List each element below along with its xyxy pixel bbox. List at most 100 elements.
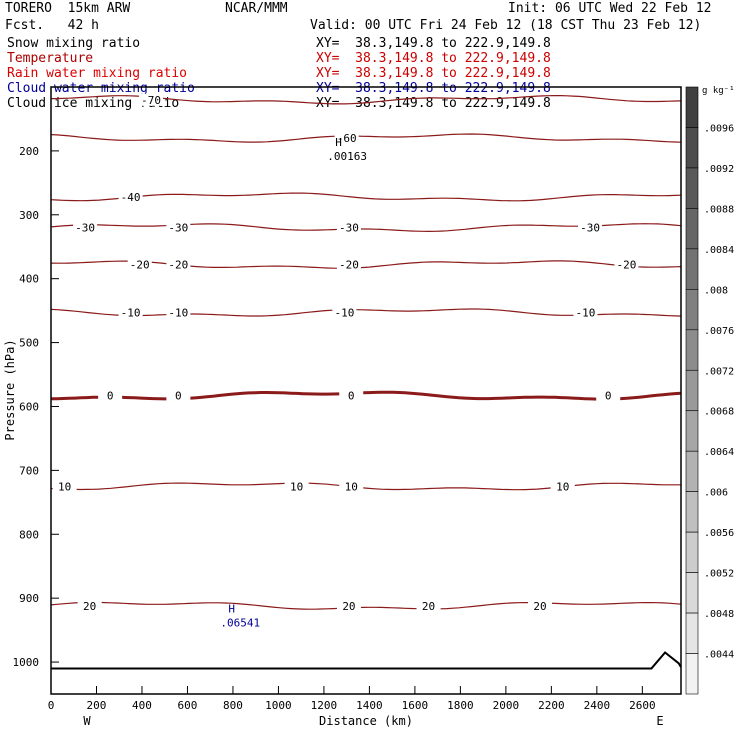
contour-line--60 [50,133,682,143]
x-tick-label-1400: 1400 [356,699,383,712]
contour-line-20 [50,601,682,610]
y-tick-label-700: 700 [19,464,39,477]
colorbar-label-6: .0072 [704,366,734,377]
x-tick-label-800: 800 [223,699,243,712]
colorbar-segment-6 [685,329,699,371]
x-tick-label-2600: 2600 [629,699,656,712]
colorbar-segment-0 [685,86,699,128]
contour-label-20-0: 20 [83,600,96,613]
forecast-hour: Fcst. 42 h [5,18,99,33]
contour-label-bg [118,306,143,319]
x-tick-label-0: 0 [48,699,55,712]
y-tick-label-800: 800 [19,528,39,541]
x-tick-label-1800: 1800 [447,699,474,712]
colorbar-segment-1 [685,127,699,169]
colorbar-label-7: .0068 [704,407,734,418]
field-xy-rain: XY= 38.3,149.8 to 222.9,149.8 [316,66,551,81]
y-axis-label: Pressure (hPa) [3,339,17,440]
contour-label-bg [98,389,123,402]
colorbar-label-2: .0088 [704,204,734,215]
contour-label-bg [77,599,102,612]
x-end-label-east: E [656,714,663,728]
y-tick-label-900: 900 [19,592,39,605]
extremum-value-1: .06541 [220,617,260,630]
contour-line-10 [50,482,681,491]
contour-label--30-3: -30 [580,222,600,235]
contour-label-0-3: 0 [605,390,612,403]
contour-label-bg [336,221,361,234]
colorbar-segment-14 [685,653,699,695]
contour-label--60-0: -60 [337,132,357,145]
contour-label--70-0: -70 [141,94,161,107]
field-xy-cloud-water: XY= 38.3,149.8 to 222.9,149.8 [316,81,551,96]
contour-label--30-2: -30 [339,222,359,235]
contour-label-bg [578,221,603,234]
colorbar-label-1: .0092 [704,164,734,175]
contour-label-bg [52,480,77,493]
contour-line--40 [50,192,682,202]
y-tick-label-300: 300 [19,209,39,222]
contour-label--30-0: -30 [75,222,95,235]
field-xy-temperature: XY= 38.3,149.8 to 222.9,149.8 [316,51,551,66]
contour-label-bg [339,389,364,402]
contour-label--10-1: -10 [168,307,188,320]
colorbar-unit: g kg⁻¹ [702,86,735,96]
field-xy-snow: XY= 38.3,149.8 to 222.9,149.8 [316,36,551,51]
model-name: TORERO 15km ARW [5,1,131,16]
x-tick-label-1600: 1600 [402,699,429,712]
contour-line-0 [50,390,682,401]
field-label-snow: Snow mixing ratio [7,36,141,51]
contour-label-bg [334,132,359,145]
contour-label-bg [166,306,191,319]
field-xy-cloud-ice: XY= 38.3,149.8 to 222.9,149.8 [316,96,551,111]
colorbar-segment-5 [685,289,699,331]
colorbar-segment-4 [685,248,699,290]
contour-label-0-2: 0 [348,390,355,403]
x-axis-label: Distance (km) [319,714,413,728]
contour-line--20 [50,260,682,269]
extremum-marker-0: H [335,136,342,149]
contour-label-bg [339,480,364,493]
colorbar-label-0: .0096 [704,123,734,134]
contour-line--30 [50,223,682,233]
contour-label-bg [332,306,357,319]
contour-label--40-0: -40 [121,191,141,204]
colorbar-label-4: .008 [704,285,728,296]
contour-label-bg [127,258,152,271]
x-tick-label-200: 200 [87,699,107,712]
colorbar-segment-12 [685,572,699,614]
colorbar-segment-8 [685,410,699,452]
field-label-rain: Rain water mixing ratio [7,66,188,81]
field-label-temperature: Temperature [7,51,94,66]
contour-label-bg [527,599,552,612]
contour-label-10-1: 10 [290,480,303,493]
colorbar-label-12: .0048 [704,609,734,620]
init-time: Init: 06 UTC Wed 22 Feb 12 [508,1,712,16]
contour-label--10-2: -10 [334,307,354,320]
colorbar-label-8: .0064 [704,447,734,458]
contour-label--20-2: -20 [339,259,359,272]
organization: NCAR/MMM [225,1,288,16]
colorbar-segment-9 [685,450,699,492]
contour-label-0-1: 0 [175,390,182,403]
contour-label-20-2: 20 [422,600,435,613]
y-tick-label-200: 200 [19,145,39,158]
contour-label-bg [166,258,191,271]
contour-label--20-3: -20 [616,259,636,272]
contour-label--10-0: -10 [121,307,141,320]
contour-label--20-1: -20 [168,259,188,272]
y-tick-label-500: 500 [19,337,39,350]
contour-label-bg [573,306,598,319]
contour-label--30-1: -30 [168,222,188,235]
x-tick-label-600: 600 [178,699,198,712]
contour-label-bg [550,480,575,493]
contour-label-bg [139,93,164,106]
contour-label-bg [166,389,191,402]
contour-label-10-0: 10 [58,480,71,493]
x-tick-label-2400: 2400 [584,699,611,712]
x-tick-label-400: 400 [132,699,152,712]
contour-label-bg [73,221,98,234]
x-tick-label-2200: 2200 [538,699,565,712]
